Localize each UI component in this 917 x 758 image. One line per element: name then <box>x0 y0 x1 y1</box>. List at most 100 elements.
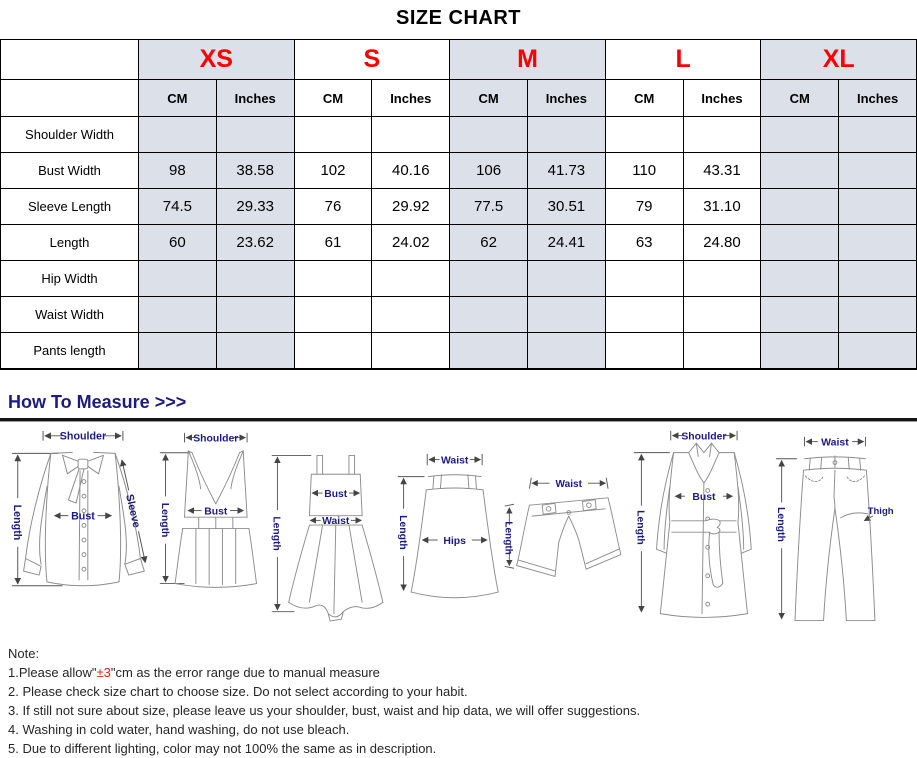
table-cell <box>449 296 528 333</box>
table-cell <box>604 116 684 153</box>
row-label: Shoulder Width <box>0 116 139 153</box>
figure-coat-illustration: Shoulder Length Bust <box>633 430 752 618</box>
table-cell: 79 <box>604 188 684 225</box>
table-corner-cell <box>0 39 139 80</box>
figure-skirt-illustration: Waist Length Hips <box>397 453 499 598</box>
table-cell <box>838 296 917 333</box>
row-label: Length <box>0 224 139 261</box>
table-cell <box>760 260 840 297</box>
pants-length-label: Length <box>775 506 786 541</box>
size-header-m: M <box>449 39 606 80</box>
coat-shoulder-label: Shoulder <box>681 431 726 442</box>
table-cell <box>138 116 217 153</box>
table-cell <box>371 116 451 153</box>
table-cell: 40.16 <box>371 152 451 189</box>
table-cell: 76 <box>293 188 373 225</box>
table-cell: 43.31 <box>682 152 762 189</box>
figure-tank-top-illustration: Shoulder Length Bust <box>159 432 258 588</box>
dress-measure-arrows <box>271 454 362 612</box>
tank-drawing <box>174 449 258 588</box>
table-cell: 62 <box>449 224 528 261</box>
coat-length-label: Length <box>635 510 646 545</box>
table-cell <box>215 332 295 369</box>
table-cell <box>449 116 528 153</box>
table-cell <box>838 332 917 369</box>
how-to-measure-heading: How To Measure >>> <box>8 391 187 412</box>
row-label: Sleeve Length <box>0 188 139 225</box>
row-label: Hip Width <box>0 260 139 297</box>
skirt-length-label: Length <box>397 515 408 550</box>
size-header-l: L <box>604 39 762 80</box>
table-row-waist-width: Waist Width <box>0 296 917 333</box>
table-cell <box>760 332 840 369</box>
row-label: Waist Width <box>0 296 139 333</box>
shorts-measure-arrows <box>504 477 609 569</box>
table-cell <box>760 296 840 333</box>
table-cell: 61 <box>293 224 373 261</box>
table-row-pants-length: Pants length <box>0 332 917 369</box>
page-title: SIZE CHART <box>396 7 521 29</box>
skirt-measure-arrows <box>397 453 488 591</box>
unit-header-inches: Inches <box>215 79 295 117</box>
unit-header-cm: CM <box>449 79 528 117</box>
unit-header-cm: CM <box>604 79 684 117</box>
table-cell <box>138 260 217 297</box>
table-row-bust-width: Bust Width 98 38.58 102 40.16 106 41.73 … <box>0 152 917 189</box>
size-header-s: S <box>293 39 451 80</box>
table-cell <box>838 224 917 261</box>
table-cell <box>293 296 373 333</box>
table-cell: 23.62 <box>215 224 295 261</box>
coat-drawing <box>656 442 752 618</box>
unit-header-cm: CM <box>760 79 840 117</box>
blouse-drawing <box>23 451 145 586</box>
coat-bust-label: Bust <box>692 491 716 502</box>
shorts-drawing <box>516 496 622 577</box>
table-cell: 38.58 <box>215 152 295 189</box>
table-cell <box>838 116 917 153</box>
table-cell: 41.73 <box>526 152 606 189</box>
note-1-suffix: "cm as the error range due to manual mea… <box>110 664 380 680</box>
table-cell: 24.80 <box>682 224 762 261</box>
table-cell: 29.33 <box>215 188 295 225</box>
pants-thigh-label: Thigh <box>868 505 894 516</box>
table-cell: 98 <box>138 152 217 189</box>
table-cell: 24.02 <box>371 224 451 261</box>
table-cell <box>215 260 295 297</box>
table-row-shoulder-width: Shoulder Width <box>0 116 917 153</box>
blouse-sleeve-label: Sleeve <box>123 493 142 529</box>
tank-length-label: Length <box>159 502 170 537</box>
table-cell: 60 <box>138 224 217 261</box>
table-cell <box>838 188 917 225</box>
note-line-3: 3. If still not sure about size, please … <box>8 702 641 718</box>
table-cell: 110 <box>604 152 684 189</box>
skirt-waist-label: Waist <box>441 455 469 466</box>
figure-shorts-illustration: Waist Length <box>503 477 622 577</box>
table-row-sleeve-length: Sleeve Length 74.5 29.33 76 29.92 77.5 3… <box>0 188 917 225</box>
dress-waist-label: Waist <box>322 516 350 527</box>
table-cell <box>526 260 606 297</box>
row-label: Pants length <box>0 332 139 369</box>
table-cell: 63 <box>604 224 684 261</box>
table-cell <box>838 260 917 297</box>
size-header-xs: XS <box>138 39 295 80</box>
table-row-hip-width: Hip Width <box>0 260 917 297</box>
dress-bust-label: Bust <box>324 488 348 499</box>
table-cell <box>138 296 217 333</box>
table-cell: 24.41 <box>526 224 606 261</box>
table-row-length: Length 60 23.62 61 24.02 62 24.41 63 24.… <box>0 224 917 261</box>
table-cell <box>293 332 373 369</box>
pants-measure-arrows <box>775 436 874 620</box>
table-cell: 31.10 <box>682 188 762 225</box>
note-line-4: 4. Washing in cold water, hand washing, … <box>8 721 350 737</box>
table-cell <box>371 332 451 369</box>
divider-line <box>0 417 917 422</box>
table-corner-cell <box>0 79 139 117</box>
note-1-prefix: 1.Please allow" <box>8 664 97 680</box>
unit-header-inches: Inches <box>682 79 762 117</box>
table-cell <box>138 332 217 369</box>
table-cell <box>760 188 840 225</box>
table-cell <box>682 116 762 153</box>
note-line-2: 2. Please check size chart to choose siz… <box>8 683 468 699</box>
unit-header-row: CM Inches CM Inches CM Inches CM Inches … <box>0 79 917 117</box>
notes-block: Note: 1.Please allow"±3"cm as the error … <box>8 644 917 758</box>
